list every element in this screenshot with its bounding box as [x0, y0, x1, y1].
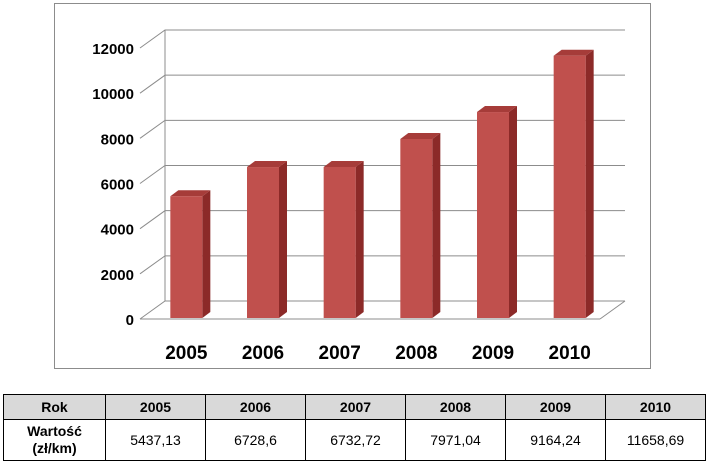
year-cell: 2006: [205, 394, 306, 420]
year-cell: 2010: [605, 394, 706, 420]
y-tick-label: 2000: [101, 267, 134, 284]
bar-front: [170, 196, 203, 318]
value-cell: 5437,13: [105, 419, 206, 461]
y-tick-label: 10000: [92, 86, 134, 103]
bar-2010: [553, 49, 594, 318]
table-value-row: Wartość (zł/km) 5437,13 6728,6 6732,72 7…: [3, 419, 706, 461]
chart-frame: 0 2000 4000 6000 8000 10000 12000 2005 2006 2007…: [54, 3, 651, 369]
bar-side: [432, 132, 441, 318]
gridline: [139, 165, 625, 184]
bar-side: [355, 160, 364, 318]
bar-front: [400, 138, 433, 318]
bar-side: [509, 106, 517, 318]
bar-front: [477, 112, 509, 318]
year-cell: 2005: [105, 394, 206, 420]
year-cell: 2009: [505, 394, 606, 420]
gridline: [139, 74, 625, 94]
bar-top: [400, 132, 441, 139]
bar-front: [247, 167, 279, 318]
value-cell: 6728,6: [205, 419, 306, 461]
gridline: [139, 300, 625, 320]
bar-2005: [170, 190, 211, 318]
table-header-row: Rok 2005 2006 2007 2008 2009 2010: [3, 394, 706, 420]
bar-chart: 0 2000 4000 6000 8000 10000 12000 2005 2006 2007…: [92, 29, 626, 364]
gridline: [139, 210, 625, 230]
bar-2007: [323, 160, 364, 318]
bar-top: [170, 190, 211, 197]
year-cell: 2008: [405, 394, 506, 420]
y-tick-label: 6000: [101, 177, 134, 194]
x-tick-label: 2005: [165, 343, 208, 364]
value-cell: 6732,72: [305, 419, 406, 461]
gridline: [139, 29, 625, 49]
bar-top: [323, 160, 364, 167]
bar-front: [323, 166, 356, 318]
y-tick-label: 8000: [101, 131, 134, 148]
bar-2009: [477, 106, 517, 318]
bar-2006: [247, 161, 287, 318]
bar-side: [585, 49, 594, 318]
floor-side-edge: [599, 300, 626, 320]
value-label-line2: (zł/km): [32, 440, 77, 456]
row-header-label: Rok: [3, 394, 106, 420]
x-tick-label: 2008: [395, 343, 437, 364]
y-tick-label: 0: [126, 312, 134, 329]
data-table: Rok 2005 2006 2007 2008 2009 2010 Wartoś…: [3, 394, 706, 461]
y-tick-label: 12000: [92, 41, 134, 58]
value-cell: 9164,24: [505, 419, 606, 461]
bar-top: [553, 49, 594, 56]
bar-side: [279, 161, 287, 318]
value-row-label: Wartość (zł/km): [3, 419, 106, 461]
bar-top: [477, 106, 517, 113]
x-tick-label: 2010: [549, 343, 591, 364]
x-tick-label: 2007: [319, 343, 361, 364]
value-label-line1: Wartość: [27, 423, 82, 439]
value-cell: 11658,69: [605, 419, 706, 461]
bar-2008: [400, 132, 441, 318]
bar-top: [247, 161, 287, 168]
bar-front: [553, 55, 586, 318]
value-cell: 7971,04: [405, 419, 506, 461]
gridline: [139, 119, 625, 139]
bar-side: [202, 190, 211, 318]
year-cell: 2007: [305, 394, 406, 420]
x-tick-label: 2009: [472, 343, 514, 364]
y-tick-label: 4000: [101, 222, 134, 239]
x-tick-label: 2006: [242, 343, 284, 364]
gridline: [139, 255, 625, 275]
